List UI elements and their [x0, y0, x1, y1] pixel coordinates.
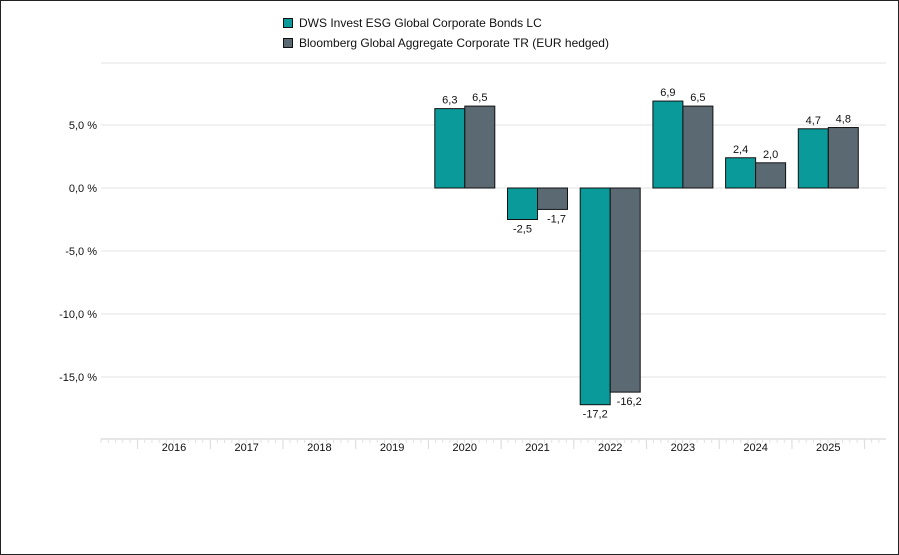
bar	[725, 157, 757, 189]
bar	[537, 187, 568, 210]
x-tick-label: 2025	[816, 442, 840, 454]
bar	[579, 187, 611, 406]
y-tick-label: -10,0 %	[59, 309, 97, 321]
data-label: -17,2	[583, 409, 608, 421]
x-tick-label: 2022	[598, 442, 622, 454]
bar	[827, 127, 859, 189]
data-label: -1,7	[547, 213, 566, 225]
bar	[609, 187, 641, 393]
data-label: 6,5	[690, 92, 705, 104]
legend-swatch-fund	[283, 18, 293, 28]
legend-label-fund: DWS Invest ESG Global Corporate Bonds LC	[299, 16, 542, 30]
legend-label-benchmark: Bloomberg Global Aggregate Corporate TR …	[299, 36, 609, 50]
legend: DWS Invest ESG Global Corporate Bonds LC…	[283, 13, 609, 53]
bar	[797, 128, 829, 189]
data-label: 6,5	[472, 92, 487, 104]
bar	[652, 100, 684, 189]
data-label: 4,8	[836, 114, 851, 126]
data-label: 4,7	[806, 115, 821, 127]
x-tick-label: 2024	[743, 442, 767, 454]
legend-item-fund: DWS Invest ESG Global Corporate Bonds LC	[283, 13, 609, 33]
legend-swatch-benchmark	[283, 38, 293, 48]
x-tick-label: 2021	[525, 442, 549, 454]
data-label: -2,5	[513, 224, 532, 236]
bar	[434, 108, 466, 189]
bar	[464, 105, 496, 189]
x-tick-label: 2020	[453, 442, 477, 454]
y-tick-label: 5,0 %	[69, 120, 97, 132]
legend-item-benchmark: Bloomberg Global Aggregate Corporate TR …	[283, 33, 609, 53]
bar	[755, 162, 787, 189]
data-label: 6,9	[660, 87, 675, 99]
bar	[507, 187, 538, 220]
x-tick-label: 2017	[234, 442, 258, 454]
y-tick-label: -5,0 %	[65, 246, 97, 258]
y-tick-label: 0,0 %	[69, 183, 97, 195]
data-label: 6,3	[442, 95, 457, 107]
x-tick-label: 2023	[671, 442, 695, 454]
x-tick-label: 2019	[380, 442, 404, 454]
bar	[682, 105, 714, 189]
data-label: -16,2	[617, 396, 642, 408]
data-label: 2,0	[763, 149, 778, 161]
data-label: 2,4	[733, 144, 748, 156]
y-tick-label: -15,0 %	[59, 372, 97, 384]
x-tick-label: 2016	[162, 442, 186, 454]
x-tick-label: 2018	[307, 442, 331, 454]
